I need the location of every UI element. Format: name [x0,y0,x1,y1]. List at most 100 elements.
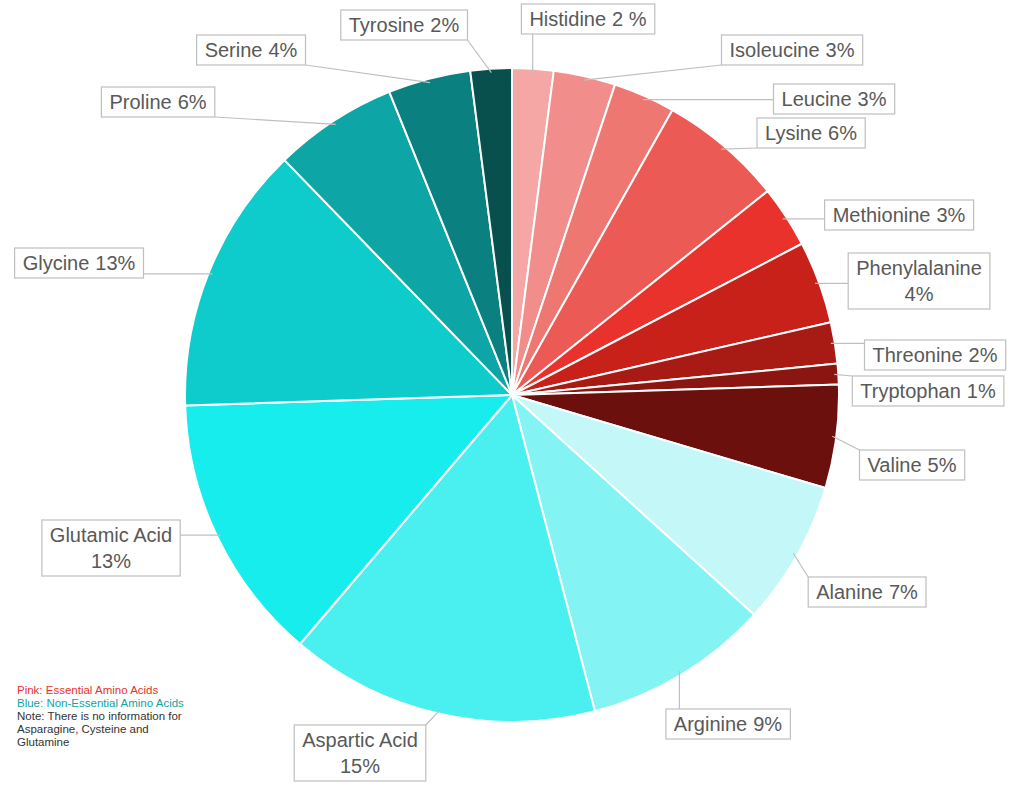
label-text: Tryptophan 1% [860,380,996,402]
leader-line [643,99,774,100]
category-label: Tryptophan [860,380,960,402]
slice-label: Lysine 6% [757,118,865,148]
leader-line [834,374,852,376]
slice [470,68,512,395]
label-text: Phenylalanine 4% [856,257,982,305]
category-label: Phenylalanine [856,257,982,279]
value-label: 9% [753,713,782,735]
chart: Histidine 2 % Isoleucine 3% Leucine 3% Lysine 6… [0,0,1024,791]
leader-line [793,554,808,578]
slice-label: Phenylalanine 4% [848,253,990,309]
value-label: 3% [936,204,965,226]
slice-label: Arginine 9% [666,709,791,739]
leader-line [783,218,825,219]
value-label: 2 % [612,8,647,30]
category-label: Isoleucine [730,39,820,61]
leader-line [832,436,859,450]
label-box [42,520,180,576]
label-box [848,253,990,309]
label-box [860,450,965,480]
value-label: 3% [858,88,887,110]
slice-label: Tryptophan 1% [852,376,1004,406]
leader-line [306,65,431,83]
label-box [808,577,926,607]
label-box [757,118,865,148]
annotation: Note: There is no information for Aspara… [17,710,189,749]
label-box [101,87,214,117]
leader-line [721,148,757,149]
leader-lines [144,34,865,725]
leader-line [144,273,213,274]
value-label: 13% [91,550,131,572]
label-text: Lysine 6% [765,122,857,144]
slice-label: Proline 6% [101,87,214,117]
leader-line [468,40,492,73]
category-label: Alanine [816,581,883,603]
category-label: Threonine [873,344,963,366]
value-label: 2% [430,14,459,36]
leader-line [215,117,336,124]
value-label: 7% [889,581,918,603]
category-label: Histidine [529,8,606,30]
slice-label: Threonine2% [865,340,1006,370]
category-label: Methionine [833,204,931,226]
value-label: 1% [967,380,996,402]
slice-label: Leucine 3% [774,84,895,114]
label-text: Glutamic Acid 13% [50,524,172,572]
leader-line [584,65,722,80]
value-label: 6% [178,91,207,113]
label-box [197,35,306,65]
slice-label: Alanine 7% [808,577,926,607]
value-label: 3% [826,39,855,61]
leader-line [532,34,533,73]
category-label: Glutamic Acid [50,524,172,546]
value-label: 4% [905,283,934,305]
label-text: Proline 6% [109,91,206,113]
slice-label: Isoleucine 3% [722,35,863,65]
label-box [521,4,654,34]
leader-line [180,534,221,535]
leader-line [831,343,865,344]
value-label: 5% [928,454,957,476]
label-text: Aspartic Acid15% [302,729,418,777]
leader-line [815,283,848,284]
value-label: 4% [268,39,297,61]
label-text: Methionine3% [833,204,966,226]
label-text: Threonine2% [873,344,998,366]
label-text: Glycine13% [23,252,136,274]
category-label: Serine [205,39,263,61]
label-text: Isoleucine 3% [730,39,855,61]
label-text: Arginine 9% [674,713,783,735]
label-box [294,725,426,781]
slice-label: Methionine3% [825,200,974,230]
label-box [722,35,863,65]
value-label: 13% [95,252,135,274]
category-label: Proline [109,91,171,113]
annotation: Pink: Essential Amino Acids [17,684,189,697]
label-box [865,340,1006,370]
label-text: Valine 5% [867,454,956,476]
label-box [825,200,974,230]
label-text: Leucine 3% [782,88,887,110]
category-label: Leucine [782,88,852,110]
label-text: Serine4% [205,39,298,61]
label-box [852,376,1004,406]
slice-label: Glutamic Acid 13% [42,520,180,576]
slices [185,68,839,722]
category-label: Glycine [23,252,90,274]
slice [185,395,512,644]
slice-label: Valine 5% [860,450,965,480]
value-label: 6% [828,122,857,144]
slice-label: Aspartic Acid15% [294,725,426,781]
slice-label: Glycine13% [15,248,144,278]
slice-label: Tyrosine2% [341,10,468,40]
category-label: Arginine [674,713,747,735]
label-box [774,84,895,114]
slice-label: Serine4% [197,35,306,65]
leader-line [426,710,440,725]
leader-line [679,671,680,709]
category-label: Valine [867,454,921,476]
label-text: Alanine 7% [816,581,918,603]
category-label: Lysine [765,122,822,144]
label-text: Tyrosine2% [349,14,460,36]
